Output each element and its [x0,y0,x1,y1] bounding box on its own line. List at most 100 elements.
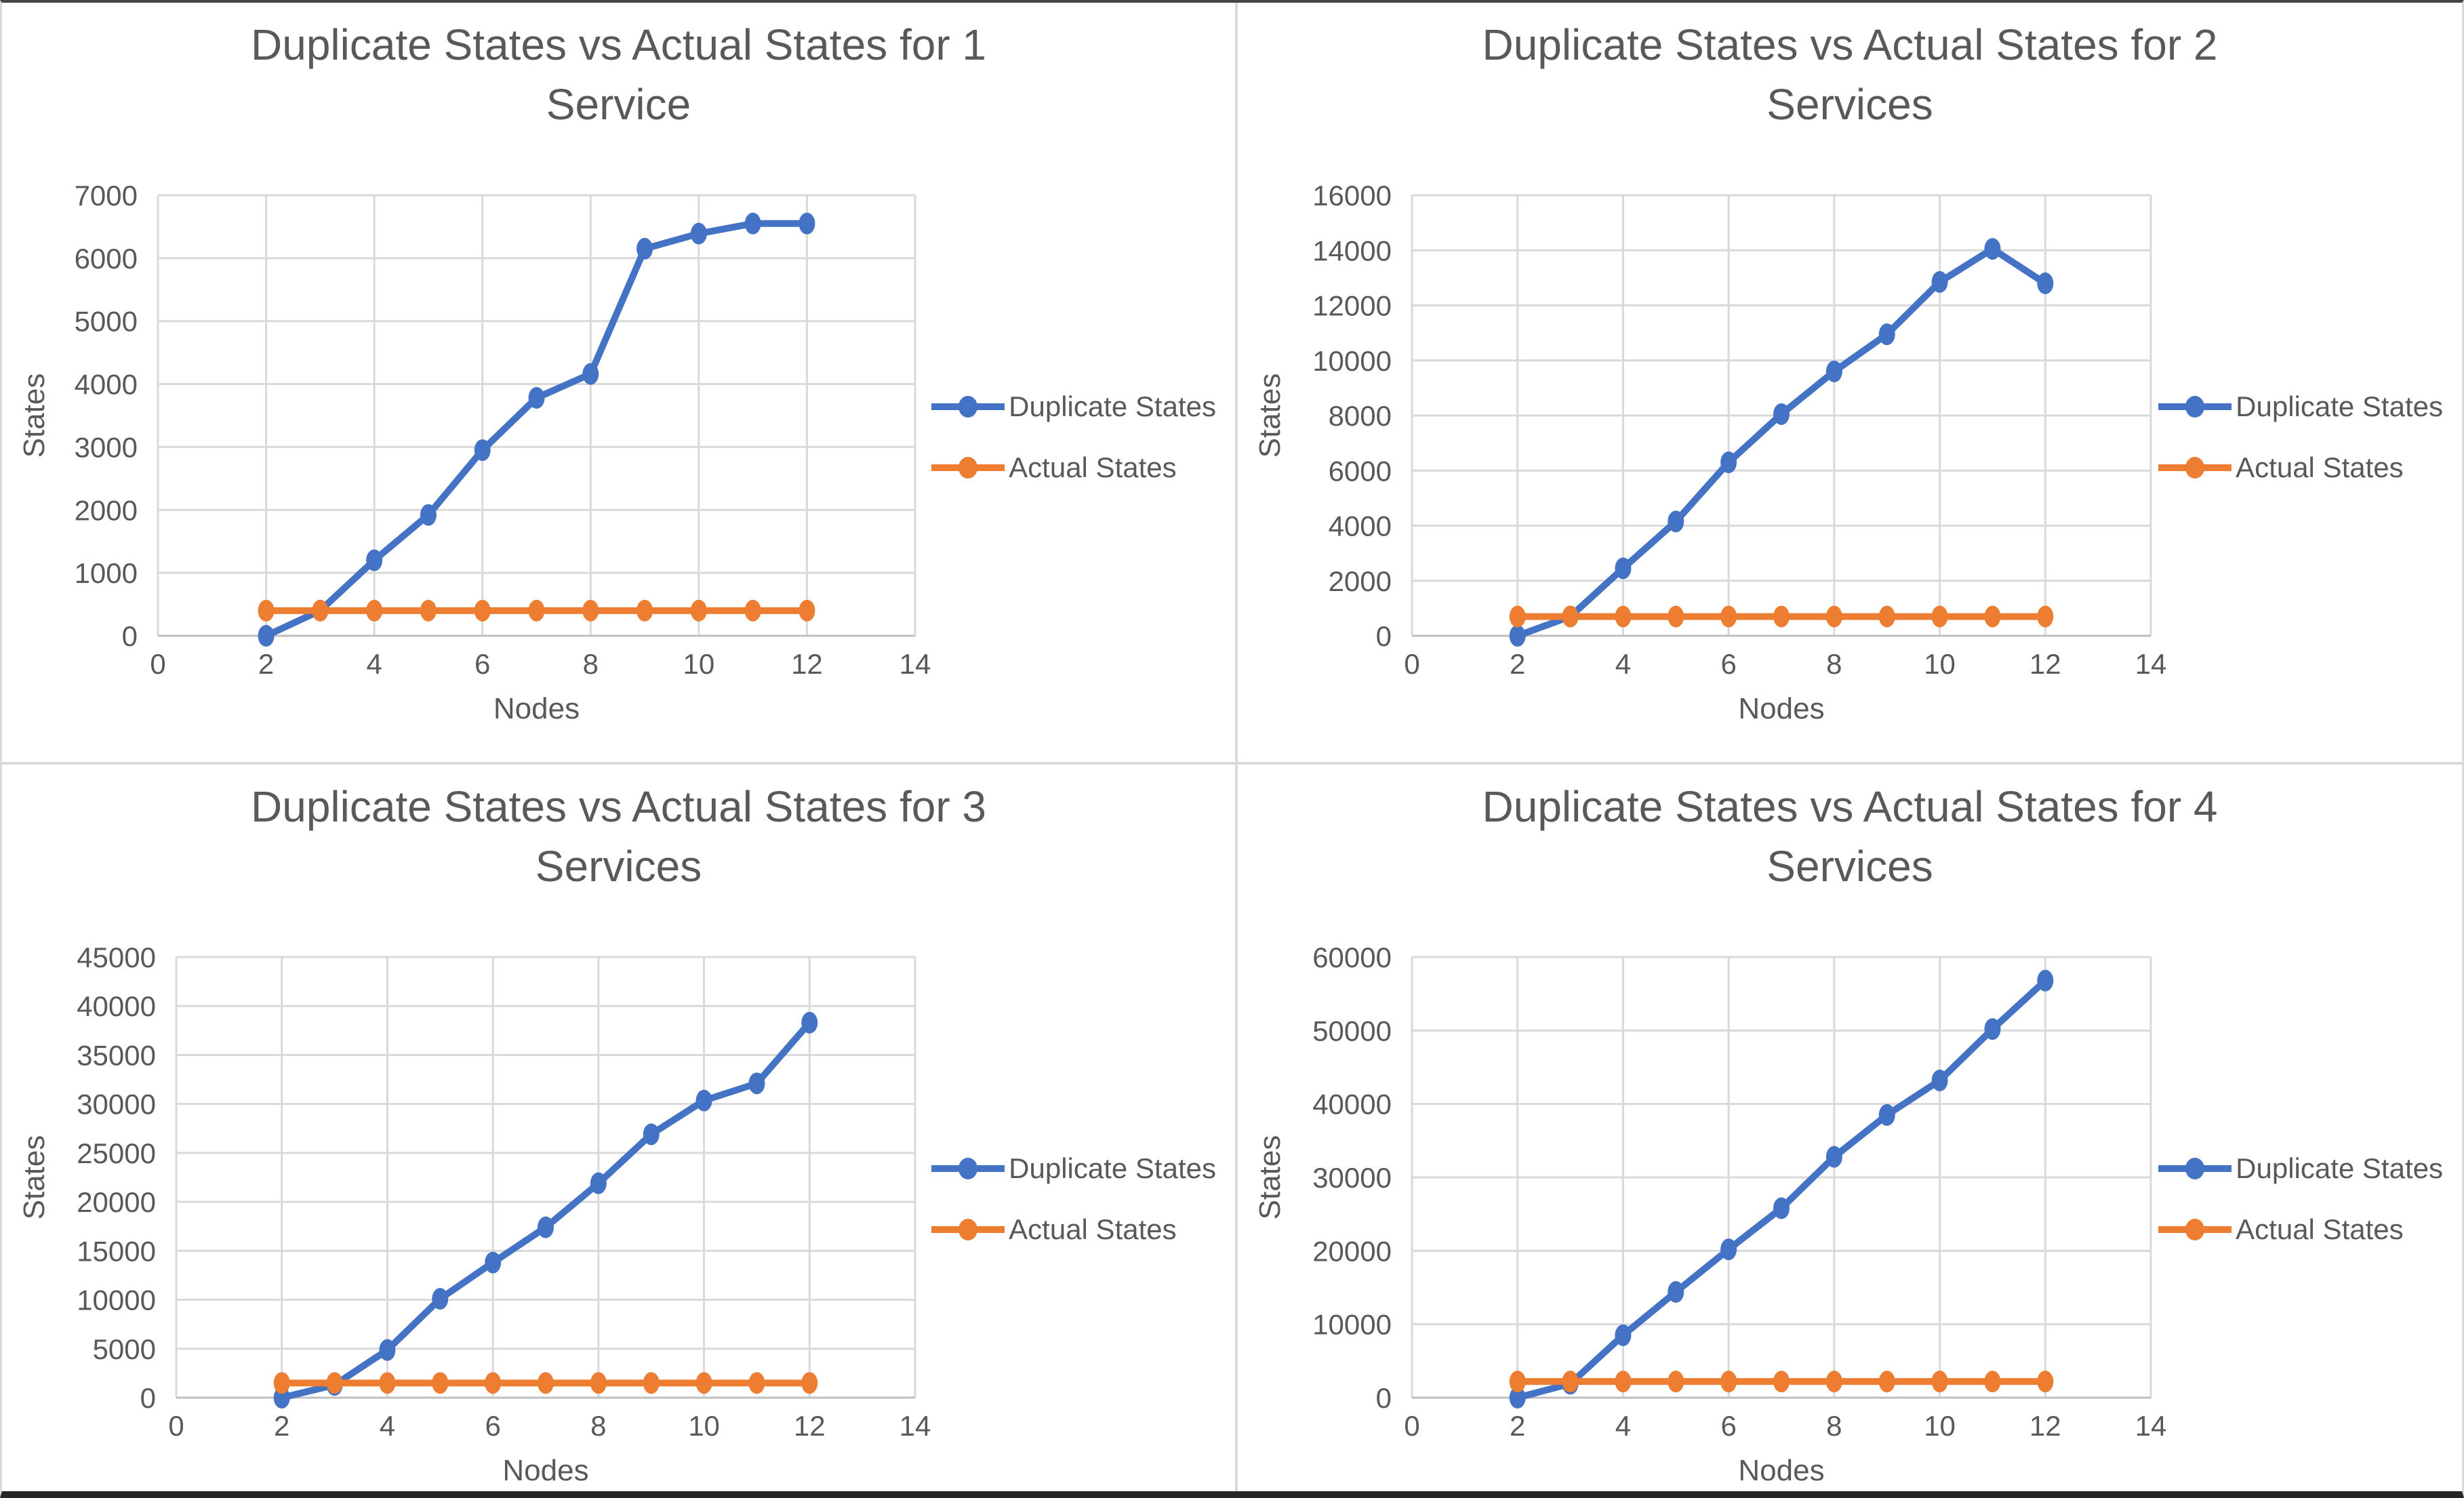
data-point-actual-states[interactable] [379,1372,396,1394]
data-point-actual-states[interactable] [1509,1371,1526,1393]
data-point-duplicate-states[interactable] [538,1216,554,1238]
data-point-actual-states[interactable] [1984,605,2001,628]
data-point-duplicate-states[interactable] [1825,1146,1842,1168]
chart-title[interactable]: Duplicate States vs Actual States for 2 … [1238,15,2462,134]
data-point-actual-states[interactable] [1878,605,1895,628]
data-point-actual-states[interactable] [432,1372,449,1394]
data-point-actual-states[interactable] [485,1372,502,1394]
data-point-actual-states[interactable] [1720,1371,1737,1393]
data-point-duplicate-states[interactable] [582,363,599,385]
data-point-duplicate-states[interactable] [1984,1018,2001,1040]
data-point-actual-states[interactable] [2037,1371,2054,1393]
data-point-actual-states[interactable] [690,599,707,622]
data-point-actual-states[interactable] [1878,1371,1895,1393]
data-point-actual-states[interactable] [312,599,329,622]
line-chart[interactable]: 0 1000 2000 3000 4000 5000 6000 7000 0 2 4 6 8 10 12 14… [3,115,979,729]
data-point-duplicate-states[interactable] [590,1172,607,1194]
chart-title[interactable]: Duplicate States vs Actual States for 3 … [2,777,1235,896]
data-point-actual-states[interactable] [538,1372,554,1394]
chart-panel-1-service[interactable]: Duplicate States vs Actual States for 1 … [2,3,1235,762]
data-point-duplicate-states[interactable] [485,1251,502,1274]
series-line-duplicate-states[interactable] [278,1019,813,1401]
data-point-duplicate-states[interactable] [1720,451,1737,474]
data-point-actual-states[interactable] [1773,605,1790,628]
data-point-duplicate-states[interactable] [1931,1070,1948,1091]
data-point-duplicate-states[interactable] [1773,403,1790,425]
chart-panel-3-services[interactable]: Duplicate States vs Actual States for 3 … [2,765,1235,1491]
data-point-actual-states[interactable] [1509,605,1526,628]
data-point-duplicate-states[interactable] [695,1089,712,1112]
data-point-actual-states[interactable] [1984,1371,2001,1393]
data-point-actual-states[interactable] [366,599,383,622]
chart-title[interactable]: Duplicate States vs Actual States for 1 … [2,15,1235,134]
data-point-actual-states[interactable] [643,1372,660,1394]
data-point-actual-states[interactable] [695,1372,712,1394]
data-point-duplicate-states[interactable] [799,212,815,235]
line-chart[interactable]: 0 2000 4000 6000 8000 10000 12000 14000 16000 0 2 4… [1239,115,2215,729]
data-point-actual-states[interactable] [326,1372,343,1394]
data-point-actual-states[interactable] [1615,1371,1632,1393]
data-point-duplicate-states[interactable] [2037,969,2054,992]
data-point-actual-states[interactable] [801,1372,818,1394]
data-point-actual-states[interactable] [1720,605,1737,628]
data-point-duplicate-states[interactable] [1878,323,1895,346]
data-point-actual-states[interactable] [1562,605,1579,628]
data-point-duplicate-states[interactable] [690,222,707,245]
chart-title[interactable]: Duplicate States vs Actual States for 4 … [1238,777,2462,896]
data-point-duplicate-states[interactable] [528,387,545,409]
data-point-duplicate-states[interactable] [637,237,653,260]
data-point-duplicate-states[interactable] [1720,1238,1737,1261]
data-point-actual-states[interactable] [420,599,437,622]
data-point-duplicate-states[interactable] [748,1072,765,1095]
data-point-duplicate-states[interactable] [2037,272,2054,294]
data-point-actual-states[interactable] [273,1372,290,1394]
data-point-actual-states[interactable] [258,599,275,622]
data-point-duplicate-states[interactable] [474,439,491,462]
data-point-actual-states[interactable] [1668,1371,1684,1393]
data-point-actual-states[interactable] [1931,605,1948,628]
data-point-duplicate-states[interactable] [1509,1387,1526,1409]
line-chart[interactable]: 0 5000 10000 15000 20000 25000 30000 35000 40000… [3,877,979,1491]
data-point-duplicate-states[interactable] [1825,361,1842,382]
data-point-actual-states[interactable] [1931,1371,1948,1393]
data-point-actual-states[interactable] [1562,1371,1579,1393]
data-point-duplicate-states[interactable] [744,212,761,235]
data-point-actual-states[interactable] [748,1372,765,1394]
data-point-duplicate-states[interactable] [420,504,437,526]
series-line-duplicate-states[interactable] [1514,245,2049,639]
data-point-duplicate-states[interactable] [366,549,383,571]
data-point-actual-states[interactable] [799,599,815,622]
data-point-duplicate-states[interactable] [801,1011,818,1034]
data-point-actual-states[interactable] [1615,605,1632,628]
data-point-actual-states[interactable] [582,599,599,622]
legend-item-actual-states[interactable]: Actual States [930,1213,1216,1246]
data-point-duplicate-states[interactable] [643,1123,660,1146]
data-point-duplicate-states[interactable] [1509,625,1526,647]
chart-panel-2-services[interactable]: Duplicate States vs Actual States for 2 … [1238,3,2462,762]
data-point-actual-states[interactable] [1773,1371,1790,1393]
legend-item-actual-states[interactable]: Actual States [2157,451,2443,484]
data-point-duplicate-states[interactable] [432,1288,449,1310]
series-line-duplicate-states[interactable] [262,220,811,639]
legend-item-actual-states[interactable]: Actual States [930,451,1216,484]
data-point-duplicate-states[interactable] [1615,1324,1632,1346]
data-point-actual-states[interactable] [1825,605,1842,628]
legend-item-duplicate-states[interactable]: Duplicate States [930,1152,1216,1185]
data-point-duplicate-states[interactable] [258,625,275,647]
data-point-actual-states[interactable] [474,599,491,622]
data-point-duplicate-states[interactable] [1878,1104,1895,1126]
chart-panel-4-services[interactable]: Duplicate States vs Actual States for 4 … [1238,765,2462,1491]
data-point-duplicate-states[interactable] [1931,270,1948,293]
legend-item-duplicate-states[interactable]: Duplicate States [2157,390,2443,423]
data-point-duplicate-states[interactable] [1668,1281,1684,1303]
data-point-duplicate-states[interactable] [1668,510,1684,533]
data-point-duplicate-states[interactable] [1615,557,1632,580]
data-point-duplicate-states[interactable] [1984,238,2001,260]
series-line-duplicate-states[interactable] [1514,977,2049,1401]
data-point-actual-states[interactable] [590,1372,607,1394]
data-point-duplicate-states[interactable] [379,1339,396,1361]
data-point-actual-states[interactable] [1668,605,1684,628]
data-point-actual-states[interactable] [2037,605,2054,628]
data-point-actual-states[interactable] [1825,1371,1842,1393]
legend-item-duplicate-states[interactable]: Duplicate States [930,390,1216,423]
